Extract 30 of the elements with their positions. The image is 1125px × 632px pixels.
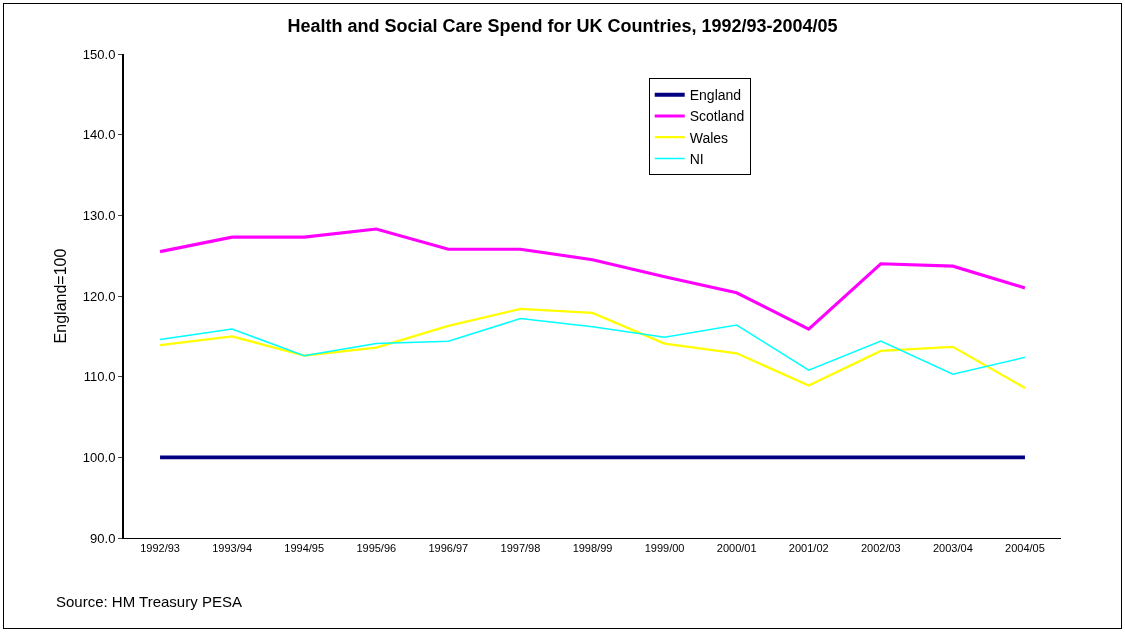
x-tick-label: 1995/96 [356,542,397,555]
y-axis-title: England=100 [52,248,70,344]
line-series [158,227,1027,331]
y-tick-label: 150.0 [82,46,116,62]
legend-label: England [689,87,742,104]
line-series [158,307,1027,390]
y-tick-label: 110.0 [83,369,116,385]
x-tick-label: 1997/98 [500,542,541,555]
x-tick-label: 2000/01 [716,542,757,555]
x-tick-label: 1994/95 [284,542,325,555]
x-tick-label: 1998/99 [572,542,613,555]
chart-title: Health and Social Care Spend for UK Countries, 1992/93-2004/05 [287,16,838,37]
x-tick-label: 1992/93 [140,542,180,555]
x-tick-label: 1996/97 [428,542,469,555]
y-tick-label: 90.0 [90,530,116,546]
x-tick-label: 2004/05 [1005,542,1045,555]
x-tick-label: 1999/00 [644,542,685,555]
source-note: Source: HM Treasury PESA [56,593,242,610]
x-tick-label: 2003/04 [933,542,973,555]
legend-label: Wales [689,129,729,146]
x-tick-label: 2001/02 [788,542,829,555]
legend-label: NI [689,150,704,167]
y-tick-label: 100.0 [82,449,116,465]
x-tick-label: 2002/03 [860,542,901,555]
line-series [159,317,1026,375]
legend-label: Scotland [689,108,745,125]
y-tick-label: 140.0 [82,127,116,143]
y-tick-label: 130.0 [82,207,116,223]
y-tick-label: 120.0 [82,288,116,304]
x-tick-label: 1993/94 [212,542,252,555]
